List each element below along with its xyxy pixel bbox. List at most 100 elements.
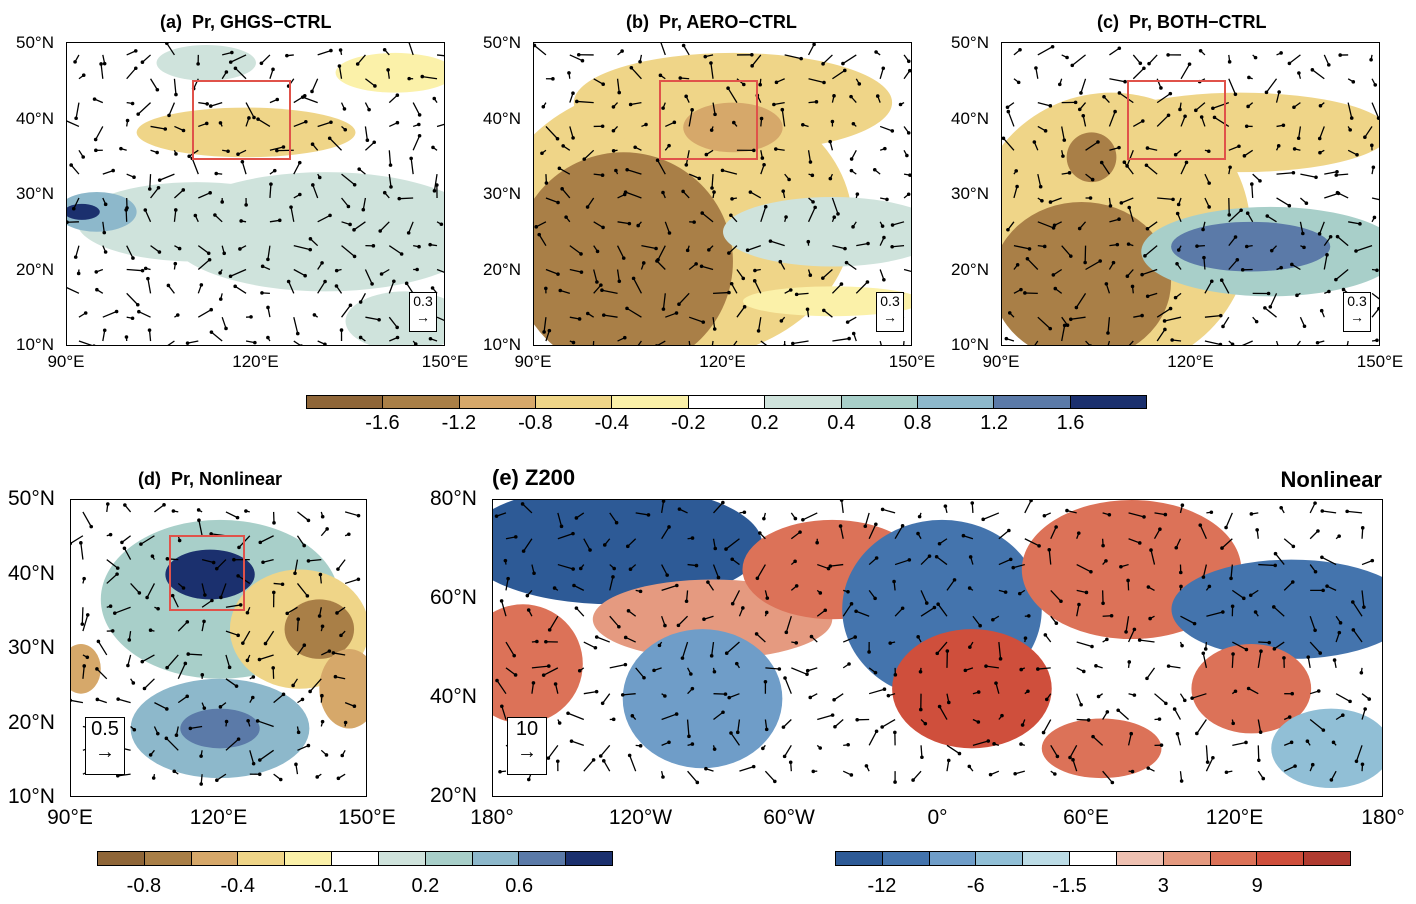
- wind-vector: [297, 744, 309, 751]
- wind-vector-head: [1175, 262, 1179, 266]
- wind-vector-head: [175, 313, 180, 317]
- wind-vector-head: [553, 682, 558, 686]
- axis-tick-label: 90°E: [47, 806, 93, 829]
- wind-vector: [833, 693, 844, 701]
- wind-vector: [583, 538, 591, 551]
- wind-vector-head: [1168, 306, 1173, 311]
- wind-vector-head: [690, 742, 695, 746]
- wind-vector-head: [556, 200, 560, 205]
- wind-vector-head: [1264, 90, 1269, 95]
- wind-vector-head: [1017, 591, 1022, 596]
- wind-vector-head: [638, 744, 643, 748]
- wind-vector-head: [155, 87, 160, 92]
- wind-vector: [293, 268, 306, 277]
- wind-vector: [141, 654, 155, 663]
- wind-vector: [727, 87, 738, 103]
- wind-vector-head: [1349, 116, 1354, 120]
- wind-vector-head: [1246, 104, 1250, 109]
- panel-d-map: [70, 499, 367, 797]
- wind-vector-head: [713, 112, 717, 117]
- wind-vector: [972, 615, 981, 627]
- wind-vector: [1123, 161, 1134, 175]
- wind-vector-head: [513, 535, 518, 539]
- wind-vector-head: [920, 755, 924, 760]
- wind-vector: [262, 558, 274, 563]
- wind-vector-head: [927, 554, 932, 558]
- wind-vector-head: [1370, 143, 1374, 148]
- wind-vector: [190, 725, 203, 730]
- wind-vector-head: [1335, 190, 1340, 195]
- wind-vector-head: [420, 74, 425, 79]
- wind-vector: [1050, 197, 1062, 203]
- wind-vector-head: [165, 707, 169, 711]
- wind-vector-head: [1360, 526, 1365, 530]
- wind-vector-head: [813, 205, 817, 210]
- wind-vector: [1364, 126, 1373, 138]
- wind-vector-head: [147, 187, 152, 191]
- wind-vector-head: [981, 517, 985, 522]
- wind-vector: [412, 102, 421, 116]
- wind-vector-head: [1026, 614, 1031, 618]
- wind-vector: [661, 526, 670, 540]
- wind-vector-head: [585, 205, 590, 209]
- wind-vector-head: [601, 82, 605, 86]
- wind-vector-head: [327, 649, 332, 653]
- wind-vector-head: [271, 666, 275, 670]
- wind-vector-head: [1111, 260, 1116, 265]
- wind-vector-head: [272, 521, 276, 525]
- axis-tick-label: 10°N: [483, 335, 521, 354]
- colorbar-label: -0.8: [518, 412, 553, 434]
- wind-vector: [1037, 221, 1054, 229]
- wind-vector-head: [600, 173, 605, 177]
- wind-vector: [260, 54, 271, 64]
- wind-vector: [629, 755, 637, 772]
- wind-vector-head: [1020, 723, 1025, 727]
- wind-vector-head: [308, 689, 312, 694]
- wind-vector-head: [883, 146, 887, 151]
- wind-vector: [1346, 340, 1349, 345]
- wind-vector-head: [1178, 570, 1183, 575]
- wind-vector-head: [1166, 664, 1171, 668]
- wind-vector-head: [236, 152, 240, 156]
- wind-vector-head: [892, 579, 896, 584]
- wind-vector: [625, 191, 642, 199]
- wind-vector-head: [578, 566, 583, 571]
- wind-vector: [593, 78, 604, 85]
- wind-vector-head: [908, 173, 911, 177]
- wind-vector-head: [1279, 505, 1283, 510]
- wind-vector-head: [1117, 46, 1122, 51]
- wind-vector-head: [627, 221, 632, 226]
- wind-vector-head: [207, 257, 212, 262]
- wind-vector-head: [571, 91, 575, 95]
- wind-vector-head: [1104, 559, 1108, 563]
- colorbar-label: -1.2: [441, 412, 477, 434]
- wind-vector-head: [847, 662, 851, 666]
- wind-vector-head: [148, 753, 153, 757]
- wind-vector-head: [224, 70, 229, 74]
- wind-vector-head: [1249, 512, 1254, 516]
- wind-vector: [920, 590, 928, 604]
- wind-vector-head: [577, 668, 582, 673]
- wind-vector-head: [76, 271, 81, 276]
- wind-vector-head: [336, 776, 341, 781]
- wind-vector: [173, 189, 184, 199]
- wind-vector-head: [220, 200, 224, 204]
- wind-vector-head: [103, 202, 108, 207]
- wind-vector-head: [1101, 601, 1105, 606]
- wind-vector-head: [752, 148, 756, 153]
- wind-vector: [140, 535, 155, 545]
- wind-vector-head: [700, 211, 705, 215]
- wind-vector: [1069, 745, 1078, 758]
- wind-vector-head: [1065, 508, 1069, 513]
- colorbar-swatch: [882, 852, 930, 865]
- wind-vector-head: [697, 176, 702, 181]
- wind-vector-head: [1048, 326, 1053, 331]
- wind-vector: [114, 606, 131, 614]
- wind-vector-head: [946, 758, 951, 763]
- panel-c-title: (c) Pr, BOTH−CTRL: [1097, 12, 1267, 32]
- wind-vector-head: [1244, 244, 1249, 249]
- wind-vector: [296, 535, 305, 546]
- wind-vector-head: [181, 586, 186, 590]
- wind-vector: [1228, 259, 1238, 270]
- wind-vector: [1352, 601, 1363, 617]
